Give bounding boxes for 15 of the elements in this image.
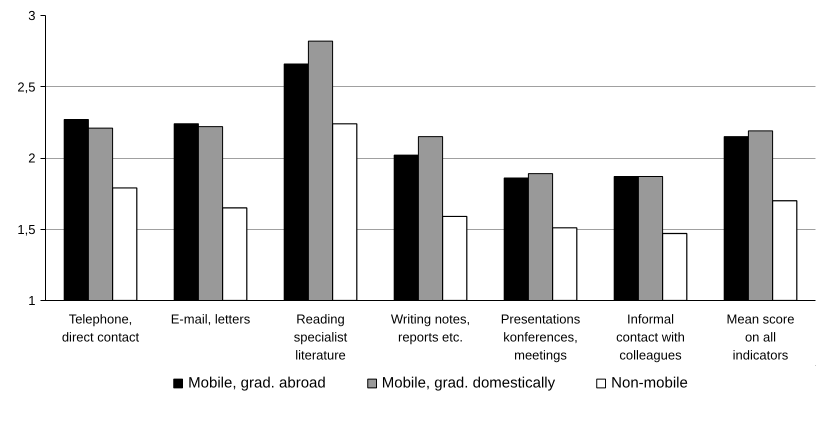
y-tick-label: 2 xyxy=(28,150,36,166)
y-tick-label: 1,5 xyxy=(17,222,36,237)
x-tick-label: Informal contact with colleagues xyxy=(616,312,685,362)
legend-label: Mobile, grad. domestically xyxy=(382,374,556,392)
legend-label: Non-mobile xyxy=(611,374,688,392)
y-tick-label: 1 xyxy=(28,293,36,308)
x-tick-label: Telephone, direct contact xyxy=(62,312,140,344)
legend-label: Mobile, grad. abroad xyxy=(188,374,326,392)
x-tick-label: Writing notes, reports etc. xyxy=(390,312,470,344)
x-tick-label: E-mail, letters xyxy=(170,312,251,326)
y-tick-label: 3 xyxy=(28,8,36,23)
x-tick-label: Reading specialist literature xyxy=(294,312,348,362)
x-tick-label: Mean score on all indicators xyxy=(726,312,794,362)
y-tick-label: 2,5 xyxy=(17,79,36,94)
x-tick-label: Presentations konferences, meetings xyxy=(500,312,581,362)
